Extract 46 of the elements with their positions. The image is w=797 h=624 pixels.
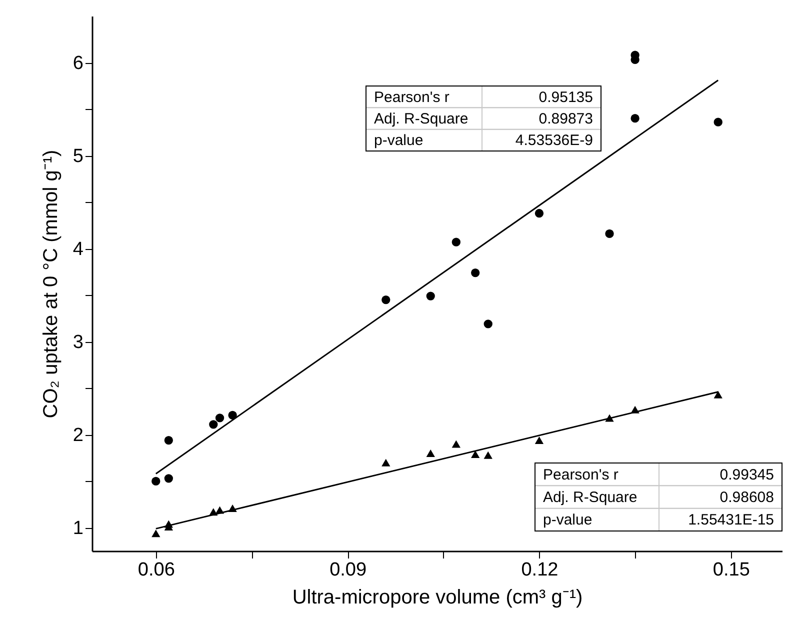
y-tick-label: 1 — [72, 518, 84, 540]
point — [209, 420, 218, 429]
annotation: 4.53536E-9 — [515, 132, 593, 150]
x-tick-label: 0.06 — [138, 560, 175, 580]
x-tick-label: 0.12 — [521, 560, 558, 580]
point — [605, 229, 614, 238]
point — [382, 295, 390, 304]
point — [714, 390, 722, 398]
annotation: 0.95135 — [538, 88, 593, 106]
point — [164, 474, 173, 483]
point — [152, 476, 160, 486]
point — [484, 320, 492, 328]
y-tick-label: 5 — [72, 146, 84, 168]
point — [215, 414, 224, 422]
y-tick-label: 6 — [72, 53, 84, 74]
annotation: Pearson's r — [374, 88, 450, 106]
y-tick-label: 4 — [72, 239, 84, 260]
point — [484, 451, 492, 459]
annotation: 1.55431E-15 — [688, 512, 774, 529]
point — [228, 410, 237, 420]
point — [534, 436, 544, 444]
y-tick-label: 2 — [72, 425, 84, 446]
x-tick-label: 0.09 — [330, 560, 367, 580]
y-tick-label: 3 — [72, 332, 84, 354]
point — [152, 530, 160, 538]
point — [426, 292, 435, 300]
annotation: 0.89873 — [538, 110, 593, 128]
annotation: Adj. R-Square — [374, 110, 468, 128]
y-axis-title: CO₂ uptake at 0 °C (mmol g⁻¹) — [40, 150, 62, 418]
point — [714, 118, 722, 126]
x-tick-label: 0.15 — [712, 560, 750, 580]
point — [471, 268, 480, 278]
annotation: Adj. R-Square — [543, 489, 638, 506]
annotation: p-value — [543, 512, 592, 529]
annotation: 0.99345 — [720, 466, 774, 484]
annotation: Pearson's r — [543, 466, 618, 484]
point — [630, 114, 640, 123]
point — [534, 208, 544, 218]
point — [164, 436, 173, 445]
annotation: 0.98608 — [720, 489, 774, 506]
annotation: p-value — [374, 132, 424, 150]
point — [382, 458, 390, 466]
point — [452, 238, 460, 246]
point — [452, 440, 460, 448]
point — [426, 450, 435, 458]
x-axis-title: Ultra-micropore volume (cm³ g⁻¹) — [292, 586, 583, 608]
